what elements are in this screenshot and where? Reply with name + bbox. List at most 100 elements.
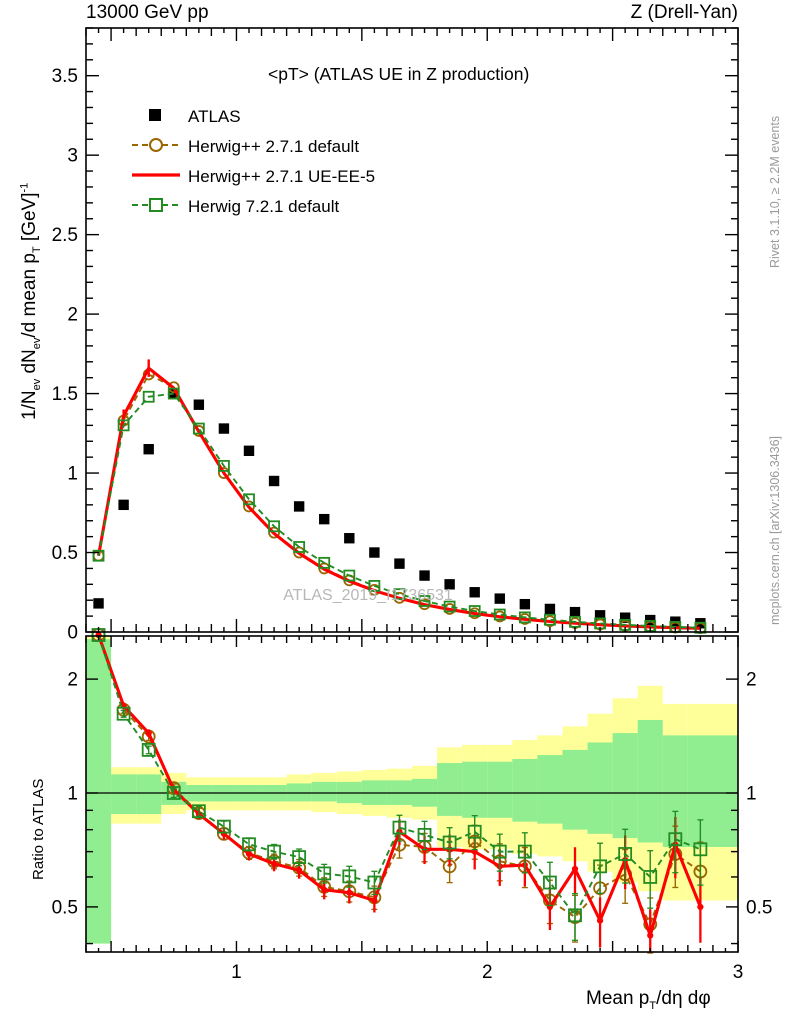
data-marker bbox=[494, 593, 505, 604]
series-atlas bbox=[93, 388, 706, 629]
ratio-uncertainty-band bbox=[437, 763, 463, 816]
ratio-uncertainty-band bbox=[637, 719, 663, 843]
data-marker bbox=[167, 387, 180, 400]
data-marker bbox=[668, 832, 683, 847]
ratio-y-tick-label: 0.5 bbox=[52, 897, 78, 918]
data-marker bbox=[270, 860, 278, 867]
data-marker bbox=[569, 615, 581, 628]
data-marker bbox=[243, 500, 255, 513]
data-marker bbox=[296, 867, 303, 874]
x-tick-label: 3 bbox=[733, 962, 744, 983]
x-tick-label: 1 bbox=[231, 962, 242, 983]
ratio-series-herwig-7-2-1-default bbox=[91, 628, 708, 941]
ratio-uncertainty-band bbox=[136, 774, 162, 815]
data-marker bbox=[318, 556, 331, 569]
ratio-uncertainty-band bbox=[687, 735, 738, 847]
ratio-y-tick-label: 1 bbox=[67, 784, 78, 805]
data-marker bbox=[492, 844, 507, 859]
legend-label-herwig721: Herwig 7.2.1 default bbox=[188, 197, 340, 216]
data-marker bbox=[143, 444, 154, 455]
data-marker bbox=[267, 844, 281, 859]
data-marker bbox=[392, 820, 407, 835]
legend bbox=[132, 109, 180, 212]
data-marker bbox=[368, 580, 381, 592]
data-marker bbox=[344, 533, 355, 544]
data-marker bbox=[519, 598, 531, 610]
data-marker bbox=[593, 859, 607, 874]
data-marker bbox=[693, 842, 708, 857]
data-marker bbox=[367, 875, 382, 890]
data-marker bbox=[319, 513, 330, 525]
data-marker bbox=[371, 897, 378, 904]
data-marker bbox=[268, 520, 280, 533]
data-marker bbox=[517, 844, 532, 859]
data-marker bbox=[321, 886, 328, 893]
data-marker bbox=[518, 611, 531, 624]
x-axis-label: Mean pT/dη dφ bbox=[586, 988, 711, 1012]
data-marker bbox=[166, 786, 181, 800]
legend-marker-herwig721 bbox=[149, 198, 163, 212]
legend-label-herwigpp-ueee5: Herwig++ 2.7.1 UE-EE-5 bbox=[188, 167, 376, 186]
data-marker bbox=[594, 610, 606, 621]
data-marker bbox=[596, 917, 604, 924]
ratio-uncertainty-band bbox=[86, 639, 112, 944]
ratio-y-tick-label-right: 1 bbox=[746, 784, 757, 805]
ratio-uncertainty-band bbox=[487, 761, 513, 818]
y-tick-label: 3 bbox=[67, 146, 78, 167]
data-marker bbox=[218, 423, 230, 434]
analysis-watermark: ATLAS_2019_I1736531 bbox=[283, 587, 453, 604]
data-marker bbox=[342, 869, 357, 884]
data-marker bbox=[346, 889, 353, 896]
main-panel-frame bbox=[85, 27, 739, 633]
legend-marker-atlas bbox=[149, 109, 161, 121]
ratio-uncertainty-band bbox=[111, 774, 137, 815]
header-right: Z (Drell-Yan) bbox=[630, 2, 738, 23]
data-marker bbox=[369, 547, 380, 558]
data-marker bbox=[192, 422, 205, 435]
data-marker bbox=[116, 706, 131, 721]
ratio-uncertainty-band bbox=[612, 733, 638, 839]
y-tick-label: 2 bbox=[67, 305, 78, 326]
data-marker bbox=[418, 595, 431, 607]
y-tick-label: 0 bbox=[67, 623, 78, 644]
data-marker bbox=[317, 866, 332, 881]
data-marker bbox=[647, 932, 654, 939]
ratio-uncertainty-band bbox=[462, 761, 488, 818]
data-marker bbox=[393, 588, 406, 601]
data-marker bbox=[243, 493, 255, 506]
data-marker bbox=[293, 541, 306, 553]
data-marker bbox=[697, 903, 704, 911]
ratio-y-tick-label-right: 0.5 bbox=[746, 897, 772, 918]
legend-marker-herwigpp-default bbox=[149, 138, 163, 152]
data-marker bbox=[167, 381, 180, 394]
data-marker bbox=[292, 850, 307, 865]
header-left: 13000 GeV pp bbox=[86, 2, 209, 23]
data-marker bbox=[619, 612, 631, 623]
ratio-y-tick-label-right: 2 bbox=[746, 670, 757, 691]
data-marker bbox=[444, 579, 455, 590]
data-marker bbox=[419, 570, 430, 581]
data-marker bbox=[142, 390, 155, 403]
data-marker bbox=[618, 847, 633, 861]
data-marker bbox=[543, 875, 557, 890]
data-marker bbox=[93, 598, 104, 609]
data-marker bbox=[544, 613, 556, 626]
data-marker bbox=[568, 908, 582, 923]
data-marker bbox=[293, 501, 305, 512]
data-marker bbox=[191, 804, 206, 819]
data-marker bbox=[493, 608, 506, 621]
data-marker bbox=[394, 558, 405, 569]
data-marker bbox=[417, 827, 432, 842]
data-marker bbox=[242, 837, 256, 852]
data-marker bbox=[268, 526, 280, 539]
data-marker bbox=[92, 549, 105, 562]
data-marker bbox=[571, 865, 579, 873]
legend-label-herwigpp-default: Herwig++ 2.7.1 default bbox=[188, 137, 360, 156]
y-tick-label: 1.5 bbox=[52, 384, 78, 405]
plot-title: <pT> (ATLAS UE in Z production) bbox=[268, 64, 530, 84]
data-marker bbox=[569, 606, 581, 618]
data-marker bbox=[118, 499, 129, 511]
y-tick-label: 0.5 bbox=[52, 543, 78, 564]
data-marker bbox=[141, 743, 156, 757]
